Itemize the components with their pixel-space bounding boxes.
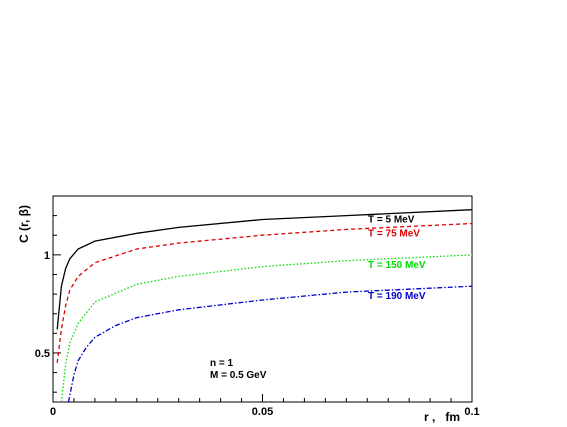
legend: T = 5 MeV T = 75 MeV T = 150 MeV T = 190 Me… xyxy=(368,215,426,303)
x-tick-label: 0.1 xyxy=(464,406,479,418)
tick-labels: 0 0.05 0.1 0.5 1 xyxy=(35,250,480,418)
legend-label-3: T = 190 MeV xyxy=(368,291,426,302)
series-line-3 xyxy=(67,285,473,403)
series-line-1 xyxy=(56,222,473,363)
x-tick-label: 0.05 xyxy=(252,406,273,418)
y-axis-label: C (r, β) xyxy=(17,205,31,243)
x-axis-label: r , fm xyxy=(424,410,460,424)
x-tick-label: 0 xyxy=(50,406,56,418)
y-tick-label: 0.5 xyxy=(35,348,50,360)
series-line-0 xyxy=(56,209,473,330)
axis-ticks xyxy=(52,195,473,402)
legend-label-1: T = 75 MeV xyxy=(368,228,420,239)
series-line-2 xyxy=(60,254,473,403)
annotation-mass: M = 0.5 GeV xyxy=(210,370,267,381)
curves xyxy=(56,209,473,403)
annotation-n: n = 1 xyxy=(210,358,234,369)
y-tick-label: 1 xyxy=(44,250,50,262)
legend-label-2: T = 150 MeV xyxy=(368,260,426,271)
legend-label-0: T = 5 MeV xyxy=(368,215,415,226)
